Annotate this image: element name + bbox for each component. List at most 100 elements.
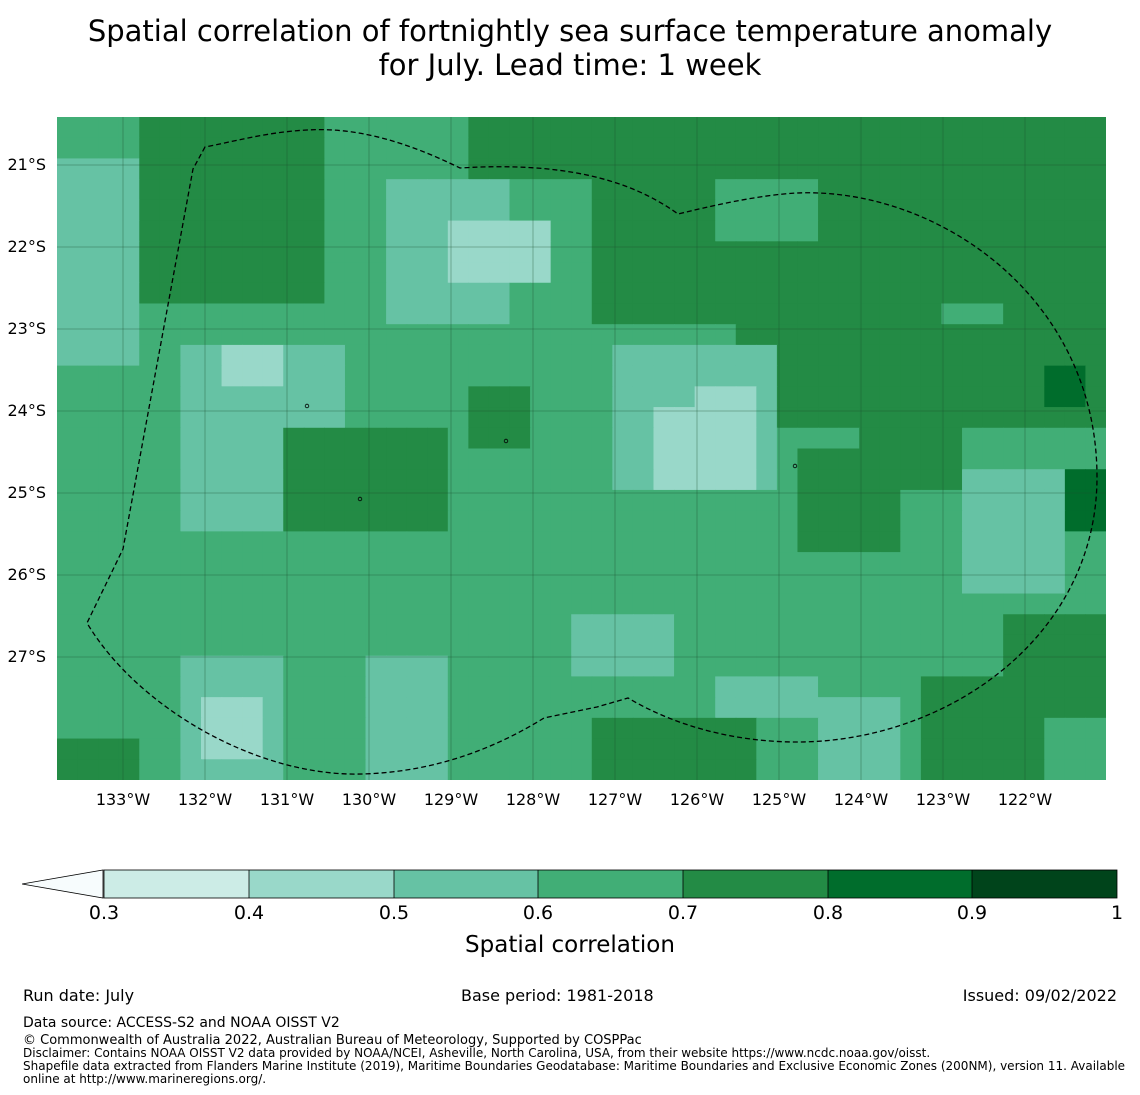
map-cell	[303, 220, 325, 242]
map-cell	[1003, 262, 1025, 284]
map-cell	[674, 241, 696, 263]
map-cell	[324, 448, 346, 470]
map-cell	[756, 676, 778, 698]
map-cell	[797, 365, 819, 387]
map-cell	[550, 634, 572, 657]
map-cell	[447, 386, 469, 408]
map-cell	[262, 199, 284, 222]
map-cell	[612, 759, 634, 780]
map-cell	[180, 759, 202, 780]
map-cell	[879, 572, 901, 595]
map-cell	[488, 158, 511, 180]
map-cell	[818, 469, 840, 491]
map-cell	[221, 282, 243, 305]
map-cell	[303, 303, 325, 325]
map-cell	[159, 117, 182, 139]
map-cell	[632, 241, 655, 263]
map-cell	[1003, 448, 1025, 470]
map-cell	[571, 365, 593, 387]
map-cell	[550, 407, 572, 429]
map-cell	[797, 614, 819, 636]
lat-label-22s: 22°S	[7, 237, 46, 256]
map-cell	[509, 199, 531, 222]
map-cell	[571, 614, 593, 636]
map-cell	[900, 158, 922, 180]
map-cell	[180, 634, 202, 657]
map-cell	[427, 531, 449, 553]
map-cell	[468, 303, 490, 325]
map-cell	[221, 531, 243, 553]
map-cell	[159, 448, 182, 470]
map-cell	[221, 614, 243, 636]
map-cell	[447, 489, 469, 512]
map-cell	[242, 241, 264, 263]
map-cell	[1064, 738, 1087, 760]
map-cell	[694, 324, 716, 346]
map-cell	[262, 676, 284, 698]
map-cell	[262, 634, 284, 657]
map-cell	[406, 614, 428, 636]
map-cell	[139, 655, 161, 678]
map-cell	[77, 572, 99, 595]
map-cell	[694, 572, 716, 595]
map-cell	[488, 199, 511, 222]
map-cell	[632, 262, 655, 284]
map-cell	[283, 303, 305, 325]
map-cell	[1064, 303, 1087, 325]
map-cell	[386, 241, 408, 263]
map-cell	[468, 510, 490, 532]
map-cell	[962, 386, 984, 408]
map-cell	[879, 593, 901, 615]
map-cell	[776, 220, 799, 242]
map-cell	[447, 324, 469, 346]
map-cell	[303, 137, 325, 160]
map-cell	[530, 448, 552, 470]
map-cell	[982, 614, 1004, 636]
map-cell	[776, 572, 799, 595]
map-cell	[77, 469, 99, 491]
map-cell	[962, 676, 984, 698]
map-cell	[488, 407, 511, 429]
map-cell	[303, 697, 325, 719]
map-cell	[77, 324, 99, 346]
map-cell	[283, 282, 305, 305]
map-cell	[920, 593, 943, 615]
map-cell	[591, 717, 613, 740]
map-cell	[653, 655, 675, 678]
map-cell	[900, 117, 922, 139]
map-cell	[612, 303, 634, 325]
map-cell	[262, 344, 284, 367]
correlation-map	[57, 117, 1106, 780]
map-cell	[386, 262, 408, 284]
map-cell	[509, 572, 531, 595]
map-cell	[674, 552, 696, 574]
map-cell	[406, 738, 428, 760]
map-cell	[468, 262, 490, 284]
map-cell	[550, 344, 572, 367]
map-cell	[591, 469, 613, 491]
map-cell	[756, 655, 778, 678]
map-cell	[920, 282, 943, 305]
map-cell	[118, 324, 140, 346]
map-cell	[550, 386, 572, 408]
map-cell	[920, 634, 943, 657]
map-cell	[77, 137, 99, 160]
map-cell	[941, 117, 963, 139]
map-cell	[735, 117, 757, 139]
map-cell	[735, 759, 757, 780]
map-cell	[694, 407, 716, 429]
map-cell	[530, 241, 552, 263]
map-cell	[571, 634, 593, 657]
map-cell	[98, 510, 120, 532]
map-cell	[262, 303, 284, 325]
map-cell	[920, 137, 943, 160]
map-cell	[735, 676, 757, 698]
map-cell	[200, 634, 223, 657]
map-cell	[941, 510, 963, 532]
map-cell	[694, 199, 716, 222]
map-cell	[797, 489, 819, 512]
map-cell	[1064, 365, 1087, 387]
map-cell	[530, 759, 552, 780]
map-cell	[262, 220, 284, 242]
map-cell	[262, 510, 284, 532]
